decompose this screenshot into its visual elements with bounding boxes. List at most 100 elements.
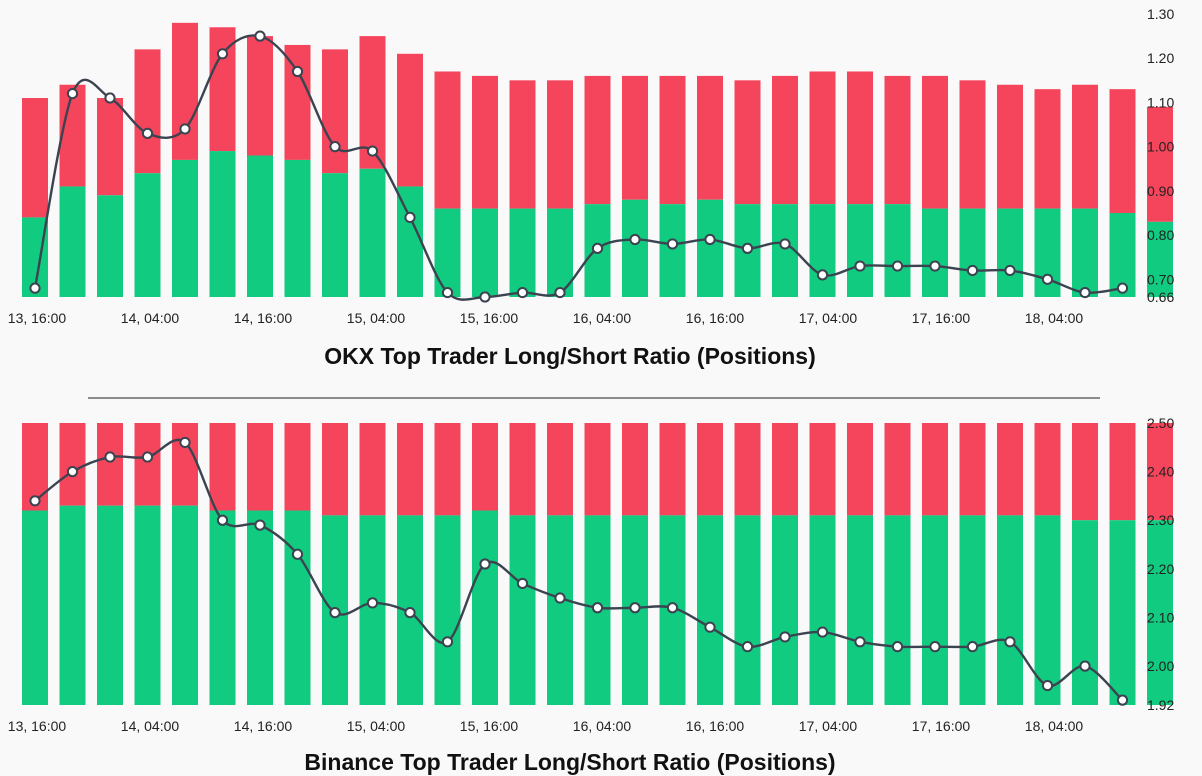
binance-y-tick-label: 2.50 [1147,415,1174,431]
binance-ratio-point [141,451,154,463]
okx-ratio-point [404,211,416,224]
okx-ratio-point [929,260,941,272]
binance-short-bar [172,423,198,506]
okx-ratio-point [216,48,229,60]
binance-x-tick-label: 14, 16:00 [234,718,293,734]
binance-short-bar [97,423,123,506]
binance-ratio-point [29,495,41,507]
okx-ratio-point [1116,282,1129,294]
binance-ratio-chart: 1.92 2.00 2.10 2.20 2.30 2.40 2.50 13, 16:00 14,… [8,415,1175,734]
okx-ratio-point [741,242,754,254]
binance-ratio-point [779,631,791,643]
okx-short-bar [734,80,761,205]
okx-long-bar [997,208,1023,297]
okx-ratio-point [141,127,154,139]
okx-long-bar [134,173,161,297]
okx-x-tick-label: 15, 04:00 [347,310,406,326]
binance-long-bar [22,510,48,705]
okx-ratio-point [29,282,41,294]
okx-chart-title: OKX Top Trader Long/Short Ratio (Positio… [324,343,816,369]
binance-long-bar [809,515,836,705]
binance-ratio-point [929,641,941,653]
okx-ratio-point [666,238,679,250]
okx-long-bar [509,208,536,297]
binance-short-bar [772,423,798,516]
binance-short-bar [997,423,1023,516]
binance-ratio-point [441,636,454,648]
okx-x-tick-label: 17, 16:00 [912,310,971,326]
okx-x-tick-label: 17, 04:00 [799,310,858,326]
okx-short-bar [884,75,911,205]
binance-short-bar [1072,423,1098,521]
okx-y-tick-label: 0.66 [1147,289,1174,305]
okx-long-bar [547,208,573,297]
okx-short-bar [547,80,573,209]
okx-ratio-point [329,141,341,153]
binance-y-tick-label: 2.10 [1147,609,1174,625]
okx-long-bar [622,199,648,297]
binance-short-bar [622,423,648,516]
okx-long-bar [209,151,236,297]
okx-ratio-point [854,260,866,272]
binance-long-bar [884,515,911,705]
okx-short-bar [322,49,348,174]
okx-y-tick-label: 1.20 [1147,50,1174,66]
okx-long-bar [97,195,123,297]
okx-long-bar [809,204,836,297]
binance-long-bar [734,515,761,705]
okx-ratio-point [891,260,904,272]
binance-long-bar [59,505,86,705]
okx-long-bar [959,208,986,297]
okx-short-bar [959,80,986,209]
okx-short-bar [397,53,423,187]
binance-short-bar [434,423,461,516]
okx-y-tick-label: 1.10 [1147,94,1174,110]
binance-x-tick-label: 16, 04:00 [573,718,632,734]
binance-short-bar [1147,423,1173,521]
binance-x-tick-label: 15, 04:00 [347,718,406,734]
binance-long-bar [247,510,273,705]
okx-ratio-chart: 0.66 0.70 0.80 0.90 1.00 1.10 1.20 1.30 13, 16:0… [8,6,1175,326]
binance-x-tick-label: 16, 16:00 [686,718,745,734]
okx-ratio-point [1004,264,1016,277]
okx-ratio-point [516,286,529,299]
okx-ratio-point [1079,286,1091,299]
binance-long-bar [97,505,123,705]
okx-long-bar [1147,221,1173,297]
binance-short-bar [1034,423,1061,516]
binance-ratio-point [179,436,191,449]
okx-long-bar [847,204,873,297]
binance-ratio-point [704,621,716,633]
binance-long-bar [134,505,161,705]
binance-ratio-point [1116,694,1129,706]
okx-long-bar [884,204,911,297]
okx-y-tick-label: 1.00 [1147,139,1174,155]
okx-ratio-point [629,233,641,246]
okx-short-bar [922,75,948,209]
binance-ratio-point [366,597,379,609]
okx-long-bar [247,155,273,297]
binance-y-tick-label: 2.20 [1147,561,1174,577]
okx-short-bar [247,36,273,156]
binance-long-bar [922,515,948,705]
binance-chart-title: Binance Top Trader Long/Short Ratio (Pos… [304,749,836,775]
okx-long-bar [397,186,423,297]
okx-ratio-point [291,65,304,78]
binance-ratio-point [966,641,979,653]
binance-short-bar [922,423,948,516]
binance-short-bar [547,423,573,516]
binance-long-bar [547,515,573,705]
binance-long-bar [847,515,873,705]
binance-y-tick-label: 1.92 [1147,697,1174,713]
binance-short-bar [509,423,536,516]
binance-ratio-point [404,607,416,619]
binance-ratio-point [1041,679,1054,692]
okx-long-bar [322,173,348,297]
binance-ratio-point [329,607,341,619]
okx-ratio-point [1041,273,1054,285]
binance-long-bar [772,515,798,705]
okx-short-bar [622,75,648,200]
binance-x-tick-label: 17, 16:00 [912,718,971,734]
okx-short-bar [434,71,461,209]
